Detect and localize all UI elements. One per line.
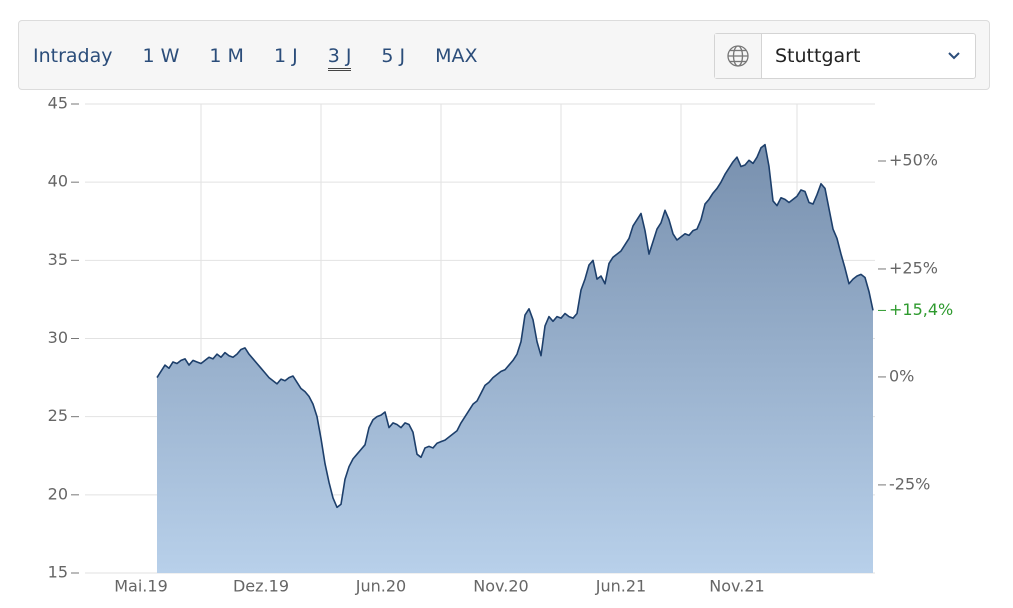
y2-tick-label: 0% — [889, 366, 914, 385]
area — [157, 144, 873, 573]
x-tick-label: Nov.20 — [473, 577, 528, 596]
range-tab[interactable]: 1 M — [209, 45, 244, 67]
y2-tick-label: +50% — [889, 151, 938, 170]
toolbar: Intraday 1 W 1 M 1 J 3 J 5 J MAX Stuttgart — [18, 20, 990, 90]
y-tick-label: 40 — [48, 172, 68, 191]
line — [156, 143, 874, 509]
exchange-dropdown[interactable]: Stuttgart — [714, 33, 976, 79]
y-tick-label: 30 — [48, 328, 68, 347]
range-tab[interactable]: 1 W — [142, 45, 180, 67]
last-change-label: +15,4% — [889, 300, 953, 319]
x-tick-label: Nov.21 — [709, 577, 764, 596]
range-tab[interactable]: 5 J — [381, 45, 406, 67]
x-tick-label: Dez.19 — [233, 577, 289, 596]
x-tick-label: Jun.21 — [595, 577, 646, 596]
y-tick-label: 25 — [48, 406, 68, 425]
x-tick-label: Jun.20 — [355, 577, 406, 596]
globe-icon — [715, 34, 762, 78]
y-tick-label: 35 — [48, 250, 68, 269]
exchange-name: Stuttgart — [775, 45, 861, 67]
y2-tick-label: -25% — [889, 474, 930, 493]
y-tick-label: 20 — [48, 484, 68, 503]
chevron — [948, 52, 960, 60]
range-tab[interactable]: Intraday — [33, 45, 113, 67]
y-tick-label: 15 — [48, 563, 68, 582]
y-tick-label: 45 — [48, 94, 68, 113]
range-tab[interactable]: 1 J — [273, 45, 298, 67]
x-tick-label: Mai.19 — [114, 577, 168, 596]
range-tab[interactable]: 3 J — [327, 41, 352, 71]
tab-bar: Intraday 1 W 1 M 1 J 3 J 5 J MAX — [33, 21, 478, 91]
globe-svg — [727, 45, 749, 67]
y2-tick-label: +25% — [889, 258, 938, 277]
range-tab[interactable]: MAX — [435, 45, 478, 67]
